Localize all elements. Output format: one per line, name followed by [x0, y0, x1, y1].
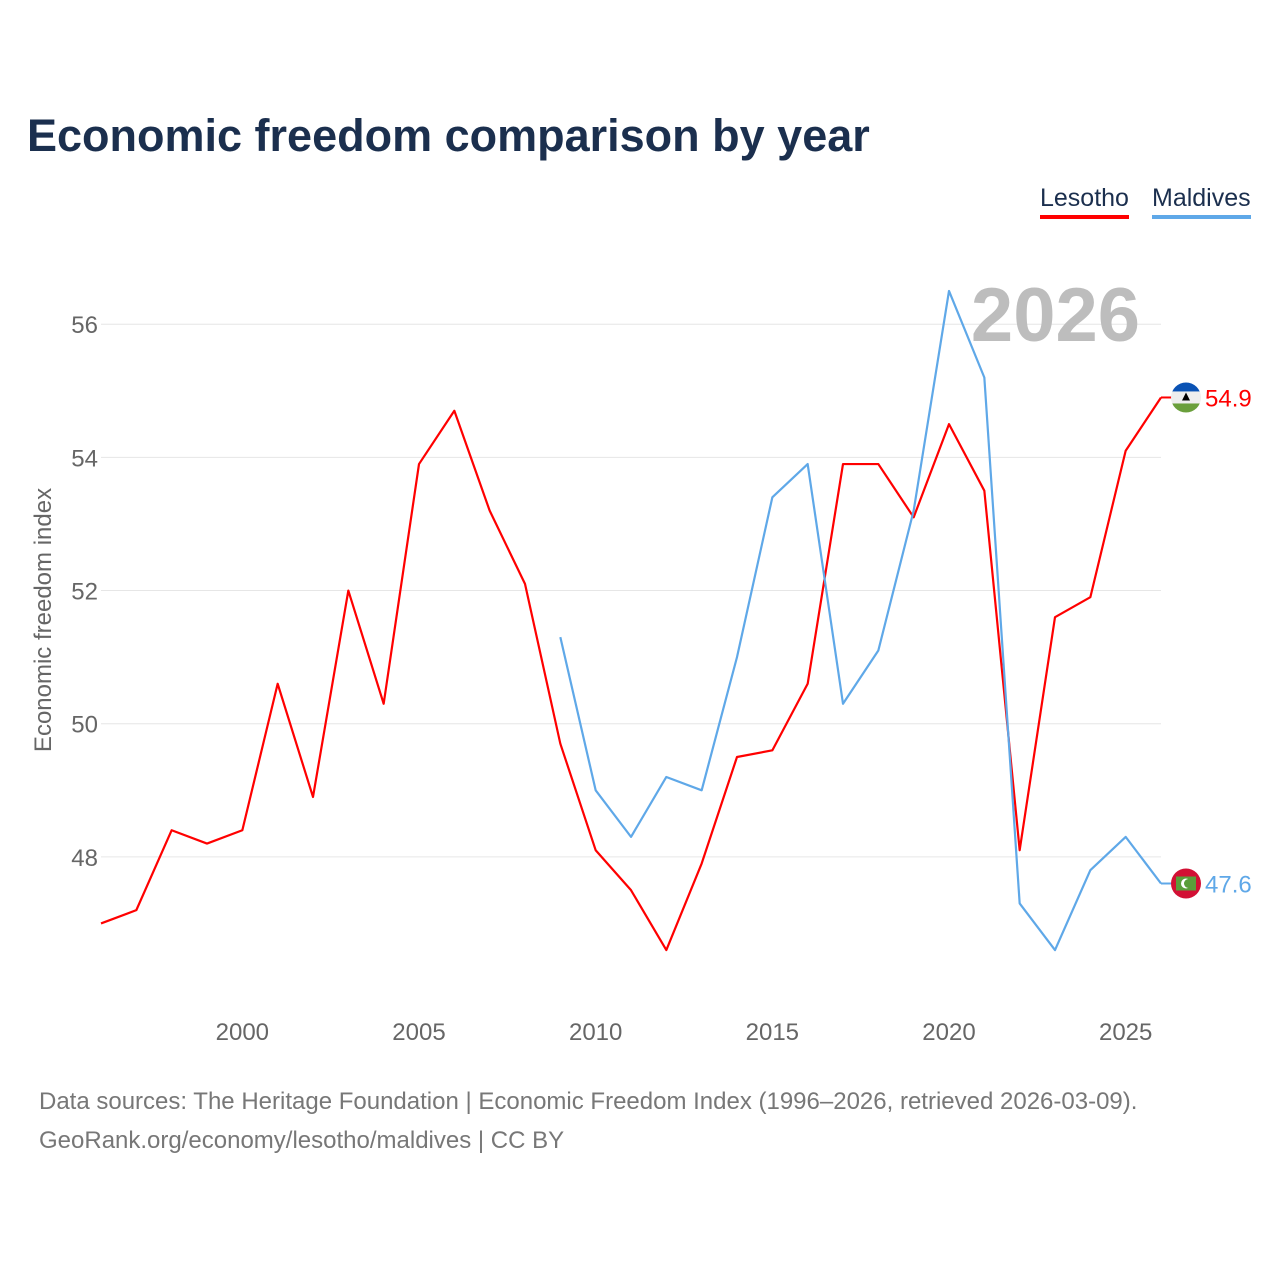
chart-title: Economic freedom comparison by year — [27, 110, 870, 161]
series-line-maldives — [559, 289, 1162, 952]
y-tick-label: 54 — [71, 445, 98, 472]
x-tick-label: 2020 — [922, 1019, 975, 1046]
x-tick-label: 2025 — [1099, 1019, 1152, 1046]
flag-stripe — [1171, 382, 1201, 392]
x-tick-label: 2000 — [216, 1019, 269, 1046]
flag-stripe — [1171, 403, 1201, 413]
y-tick-label: 50 — [71, 712, 98, 739]
end-value-label: 54.9 — [1205, 385, 1252, 412]
x-tick-label: 2010 — [569, 1019, 622, 1046]
footer-link[interactable]: GeoRank.org/economy/lesotho/maldives | C… — [39, 1127, 565, 1154]
end-value-label: 47.6 — [1205, 872, 1252, 899]
y-axis-label: Economic freedom index — [30, 488, 57, 752]
y-tick-label: 48 — [71, 845, 98, 872]
flag-crescent-cut — [1184, 879, 1193, 888]
series-line-lesotho — [100, 396, 1162, 952]
y-tick-label: 52 — [71, 579, 98, 606]
x-tick-label: 2005 — [392, 1019, 445, 1046]
legend-lesotho[interactable]: Lesotho — [1040, 184, 1129, 219]
legend-maldives[interactable]: Maldives — [1152, 184, 1251, 219]
x-tick-label: 2015 — [746, 1019, 799, 1046]
flag-hat — [1182, 392, 1190, 401]
y-tick-label: 56 — [71, 312, 98, 339]
footer-sources: Data sources: The Heritage Foundation | … — [39, 1088, 1138, 1115]
year-watermark: 2026 — [971, 273, 1140, 358]
